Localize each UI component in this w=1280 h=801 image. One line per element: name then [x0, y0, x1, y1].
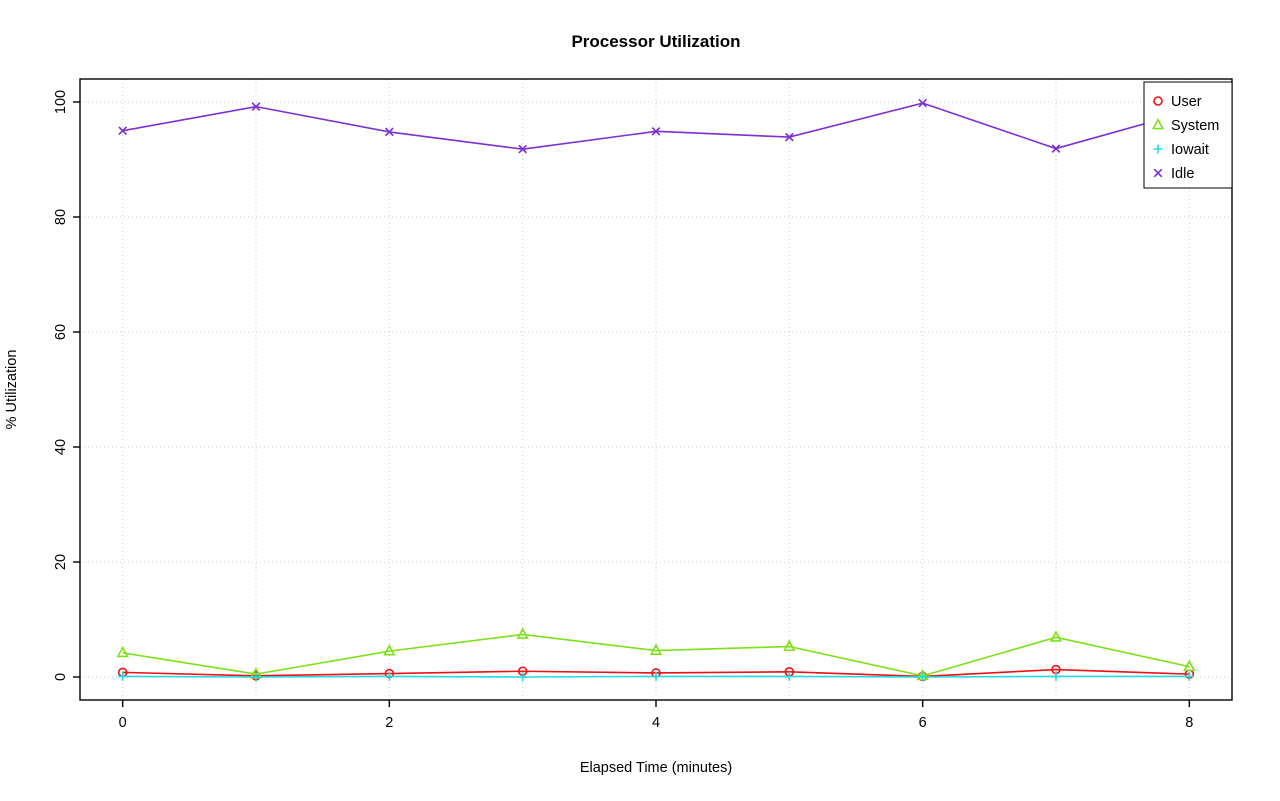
x-marker: [651, 126, 661, 136]
x-tick-label: 4: [652, 715, 660, 731]
legend: User System Iowait Idle: [1143, 81, 1233, 189]
series-iowait: [118, 671, 1194, 682]
triangle-marker: [783, 639, 796, 651]
x-axis-label: Elapsed Time (minutes): [580, 760, 732, 776]
plus-marker: [1153, 144, 1163, 154]
x-marker: [384, 127, 394, 137]
plus-marker: [918, 672, 928, 682]
legend-label: Idle: [1171, 166, 1194, 182]
x-marker: [518, 144, 528, 154]
x-marker: [918, 98, 928, 108]
x-tick-label: 0: [119, 715, 127, 731]
legend-label: Iowait: [1171, 142, 1209, 158]
legend-label: System: [1171, 118, 1219, 134]
plus-marker: [1184, 671, 1194, 681]
x-marker: [784, 132, 794, 142]
y-tick-label: 60: [53, 324, 69, 340]
plus-marker: [784, 671, 794, 681]
plus-marker: [518, 672, 528, 682]
y-tick-label: 80: [53, 209, 69, 225]
series-system: [116, 627, 1196, 681]
plot-border: [79, 78, 1233, 701]
x-marker: [1153, 168, 1163, 178]
triangle-marker: [1049, 630, 1063, 642]
triangle-marker: [649, 643, 663, 655]
y-axis-label: % Utilization: [4, 350, 20, 430]
triangle-marker: [516, 627, 529, 639]
circle-marker: [1153, 96, 1163, 106]
triangle-marker: [116, 645, 129, 658]
gridlines: [80, 79, 1232, 700]
y-tick-label: 20: [53, 554, 69, 570]
plus-marker: [251, 672, 261, 682]
y-tick-label: 0: [53, 673, 69, 681]
legend-box: [1143, 81, 1233, 189]
plus-marker: [651, 671, 661, 681]
plus-marker: [118, 671, 128, 681]
y-tick-label: 100: [53, 90, 69, 114]
plus-marker: [384, 671, 394, 681]
triangle-marker: [1183, 659, 1196, 672]
legend-label: User: [1171, 94, 1202, 110]
triangle-marker: [383, 644, 396, 656]
x-marker: [251, 102, 261, 111]
plus-marker: [1051, 671, 1061, 681]
x-tick-label: 2: [385, 715, 393, 731]
x-marker: [1051, 144, 1061, 153]
y-tick-label: 40: [53, 439, 69, 455]
series-line: [122, 633, 1190, 677]
x-tick-label: 8: [1185, 715, 1193, 731]
x-tick-label: 6: [919, 715, 927, 731]
x-marker: [118, 126, 128, 136]
series-line: [122, 102, 1190, 150]
chart-title: Processor Utilization: [571, 32, 740, 51]
triangle-marker: [1151, 117, 1165, 130]
